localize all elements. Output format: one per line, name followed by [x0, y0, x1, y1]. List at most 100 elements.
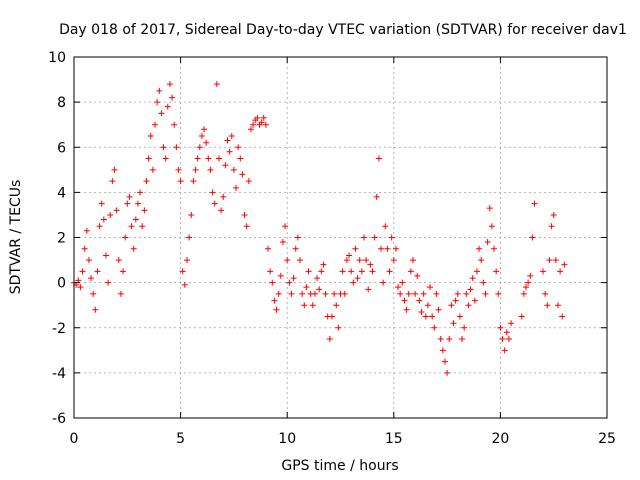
data-point: [378, 245, 385, 252]
data-point: [448, 302, 455, 309]
data-point: [407, 268, 414, 275]
data-point: [284, 257, 291, 264]
y-tick-label: 2: [57, 231, 66, 247]
data-point: [414, 272, 421, 279]
data-point: [92, 306, 99, 313]
x-tick-label: 0: [70, 431, 79, 447]
data-point: [318, 268, 325, 275]
data-point: [117, 290, 124, 297]
data-point: [301, 302, 308, 309]
y-tick-label: 6: [57, 140, 66, 156]
data-point: [405, 290, 412, 297]
data-point: [429, 313, 436, 320]
data-point: [459, 336, 466, 343]
data-point: [173, 144, 180, 151]
data-point: [224, 137, 231, 144]
data-point: [162, 155, 169, 162]
chart-title: Day 018 of 2017, Sidereal Day-to-day VTE…: [59, 22, 627, 38]
data-point: [331, 290, 338, 297]
data-point: [158, 110, 165, 117]
data-point: [403, 306, 410, 313]
data-point: [237, 155, 244, 162]
data-point: [183, 257, 190, 264]
data-point: [520, 290, 527, 297]
data-point: [171, 121, 178, 128]
data-point: [220, 193, 227, 200]
data-point: [145, 155, 152, 162]
data-point: [503, 329, 510, 336]
data-point: [427, 284, 434, 291]
data-point: [309, 302, 316, 309]
data-point: [401, 297, 408, 304]
data-point: [139, 223, 146, 230]
data-point: [294, 234, 301, 241]
data-point: [149, 166, 156, 173]
data-point: [102, 252, 109, 259]
data-point: [348, 268, 355, 275]
data-point: [213, 81, 220, 88]
data-point: [542, 290, 549, 297]
data-point: [469, 275, 476, 282]
y-tick-label: 0: [57, 276, 66, 292]
y-tick-labels: -6 -4 -2 0 2 4 6 8 10: [48, 50, 66, 427]
data-point: [277, 272, 284, 279]
data-point: [384, 245, 391, 252]
y-tick-label: 10: [48, 50, 66, 66]
data-point: [420, 290, 427, 297]
data-point: [271, 297, 278, 304]
data-point: [491, 245, 498, 252]
data-point: [130, 245, 137, 252]
data-point: [465, 302, 472, 309]
data-point: [203, 139, 210, 146]
data-point: [554, 302, 561, 309]
data-point: [525, 279, 532, 286]
data-point: [179, 268, 186, 275]
data-point: [296, 257, 303, 264]
data-point: [241, 211, 248, 218]
data-point: [120, 268, 127, 275]
data-point: [124, 200, 131, 207]
data-point: [497, 324, 504, 331]
data-point: [450, 320, 457, 327]
data-point: [371, 234, 378, 241]
data-point: [269, 279, 276, 286]
data-point: [350, 279, 357, 286]
x-tick-label: 20: [491, 431, 509, 447]
data-point: [352, 245, 359, 252]
data-point: [358, 268, 365, 275]
data-point: [166, 81, 173, 88]
y-tick-label: -2: [52, 321, 66, 337]
data-point: [339, 268, 346, 275]
data-points: [71, 81, 568, 376]
y-tick-label: 8: [57, 95, 66, 111]
data-point: [228, 132, 235, 139]
data-point: [215, 155, 222, 162]
data-point: [128, 223, 135, 230]
data-point: [85, 257, 92, 264]
data-point: [311, 290, 318, 297]
data-point: [77, 284, 84, 291]
data-point: [105, 279, 112, 286]
data-point: [81, 245, 88, 252]
data-point: [463, 290, 470, 297]
data-point: [518, 313, 525, 320]
data-point: [356, 257, 363, 264]
data-point: [322, 290, 329, 297]
data-point: [529, 234, 536, 241]
data-point: [134, 200, 141, 207]
data-point: [461, 324, 468, 331]
data-point: [424, 302, 431, 309]
data-point: [205, 155, 212, 162]
data-point: [369, 268, 376, 275]
data-point: [88, 275, 95, 282]
data-point: [452, 297, 459, 304]
data-point: [250, 121, 257, 128]
data-point: [141, 207, 148, 214]
y-tick-label: 4: [57, 185, 66, 201]
data-point: [380, 279, 387, 286]
data-point: [439, 347, 446, 354]
data-point: [109, 178, 116, 185]
grid: [74, 57, 607, 418]
data-point: [100, 216, 107, 223]
data-point: [527, 272, 534, 279]
